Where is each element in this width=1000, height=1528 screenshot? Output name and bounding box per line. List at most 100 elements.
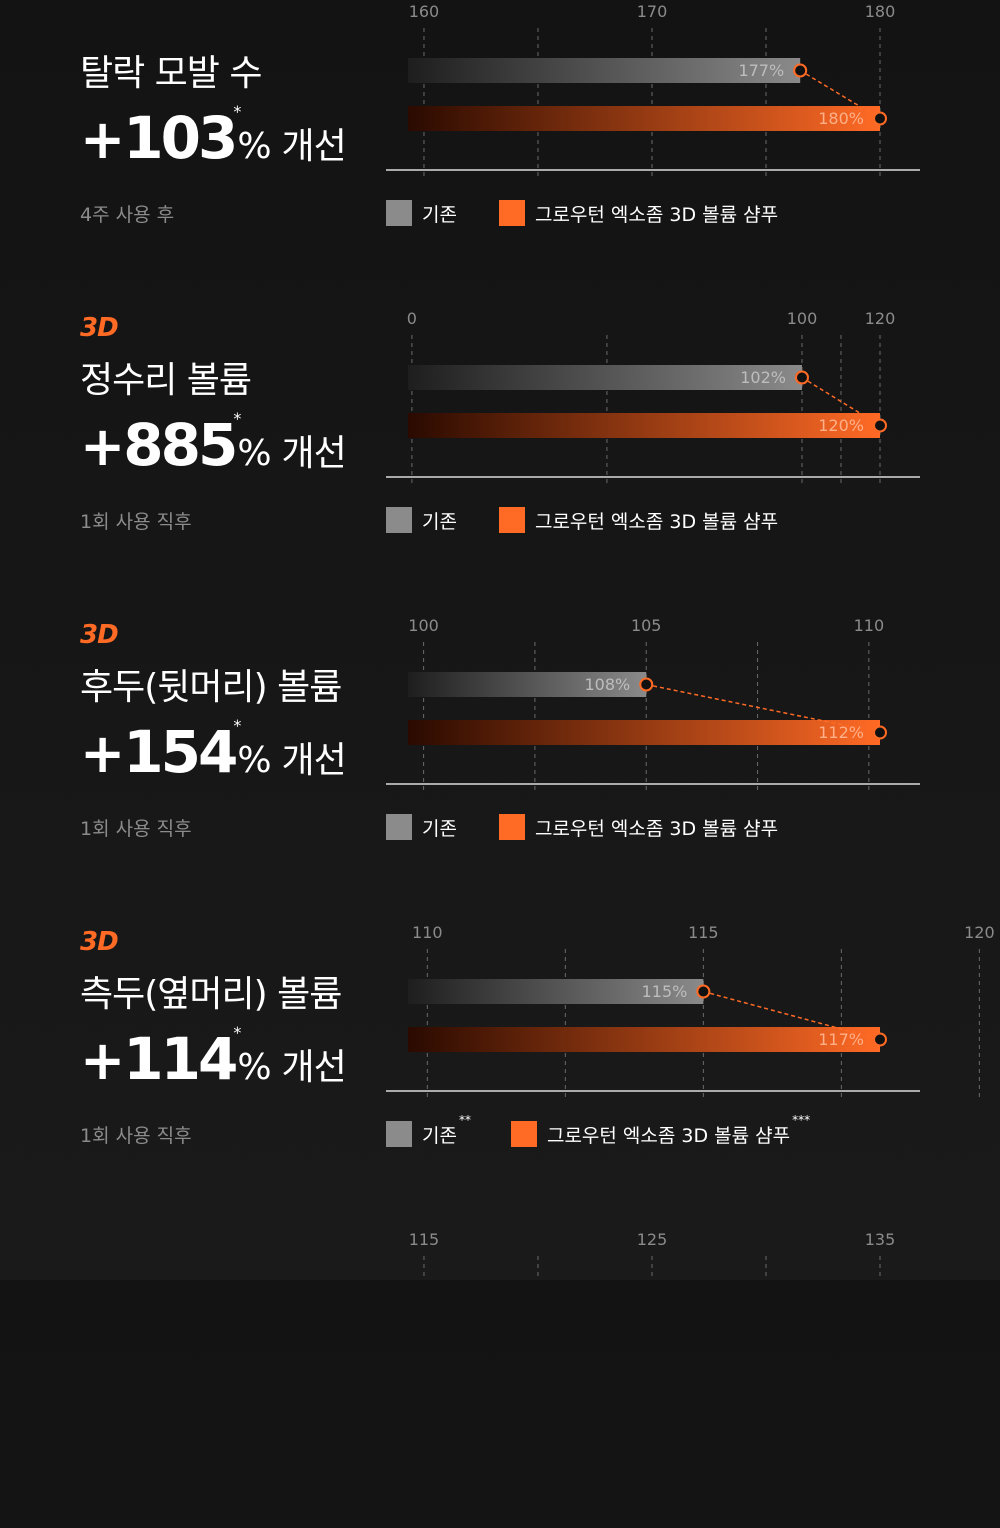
legend-swatch-product (498, 507, 525, 533)
legend-label-product: 그로우턴 엑소좀 3D 볼륨 샴푸 (534, 203, 779, 226)
legend-label-product: 그로우턴 엑소좀 3D 볼륨 샴푸 (534, 817, 779, 840)
connector-line (703, 990, 881, 1041)
legend-item-product: 그로우턴 엑소좀 3D 볼륨 샴푸*** (510, 1112, 811, 1148)
tick-label: 135 (865, 1230, 896, 1249)
measurement-period: 1회 사용 직후 (80, 511, 192, 533)
chart-legend: 기존 그로우턴 엑소좀 3D 볼륨 샴푸 (386, 507, 820, 533)
metric-section-partial: 115 125 135 (0, 1228, 1000, 1528)
plus-sign: + (80, 108, 125, 171)
comparison-bar-chart: 115 125 135 (409, 1230, 896, 1280)
improvement-value: 885 * (123, 409, 241, 479)
legend-label-product: 그로우턴 엑소좀 3D 볼륨 샴푸*** (546, 1112, 811, 1147)
chart-legend: 기존 그로우턴 엑소좀 3D 볼륨 샴푸 (386, 814, 820, 840)
percent-sign: % (237, 126, 272, 167)
footnote-mark: * (233, 409, 242, 428)
marker-product (873, 725, 887, 740)
accent-label: 3D (80, 620, 119, 650)
legend-label-baseline: 기존 (422, 817, 457, 840)
legend-item-baseline: 기존 (386, 507, 459, 534)
tick-label: 180 (865, 2, 896, 21)
marker-product (873, 1032, 887, 1047)
tick-label: 125 (637, 1230, 668, 1249)
legend-swatch-baseline (386, 507, 412, 533)
legend-label-product: 그로우턴 엑소좀 3D 볼륨 샴푸 (534, 510, 779, 533)
data-label-product: 180% (818, 109, 864, 128)
marker-baseline (794, 370, 809, 385)
metric-title: 측두(옆머리) 볼륨 (80, 974, 342, 1015)
chart-legend: 기존 그로우턴 엑소좀 3D 볼륨 샴푸 (386, 200, 820, 226)
marker-baseline (696, 984, 711, 999)
improvement-value: 114 * (123, 1023, 241, 1093)
marker-baseline (639, 677, 654, 692)
legend-swatch-product (498, 814, 525, 840)
improvement-figure: +103 *% 개선 (80, 102, 347, 172)
legend-item-product: 그로우턴 엑소좀 3D 볼륨 샴푸 (498, 507, 780, 534)
connector-line (799, 69, 881, 120)
chart-legend: 기존** 그로우턴 엑소좀 3D 볼륨 샴푸*** (386, 1112, 850, 1148)
data-label-product: 112% (818, 723, 864, 742)
bar-product (408, 413, 880, 438)
comparison-bar-chart: 160 170 180 177% 180% (386, 2, 920, 180)
tick-label: 110 (412, 923, 443, 942)
improvement-word: 개선 (281, 740, 347, 781)
tick-label: 160 (409, 2, 440, 21)
improvement-number: 114 (123, 1025, 238, 1093)
tick-label: 120 (865, 309, 896, 328)
bar-baseline (408, 979, 704, 1004)
comparison-bar-chart: 110 115 120 115% 117% (386, 923, 995, 1101)
footnote-mark: * (233, 716, 242, 735)
metric-section-side-volume: 3D 측두(옆머리) 볼륨 +114 *% 개선 1회 사용 직후 110 115 12… (0, 921, 1000, 1221)
legend-item-baseline: 기존 (386, 200, 459, 227)
tick-label: 100 (408, 616, 439, 635)
legend-swatch-baseline (386, 1121, 412, 1147)
improvement-word: 개선 (281, 1047, 347, 1088)
plus-sign: + (80, 722, 125, 785)
bar-baseline (408, 672, 647, 697)
data-label-baseline: 108% (584, 675, 630, 694)
legend-swatch-baseline (386, 814, 412, 840)
measurement-period: 1회 사용 직후 (80, 1125, 192, 1147)
improvement-value: 154 * (123, 716, 241, 786)
data-label-baseline: 177% (738, 61, 784, 80)
data-label-baseline: 102% (740, 368, 786, 387)
improvement-word: 개선 (281, 433, 347, 474)
legend-item-baseline: 기존** (386, 1112, 471, 1148)
legend-swatch-baseline (386, 200, 412, 226)
measurement-period: 4주 사용 후 (80, 204, 175, 226)
improvement-value: 103 * (123, 102, 241, 172)
footnote-mark: * (233, 102, 242, 121)
percent-sign: % (237, 740, 272, 781)
improvement-figure: +114 *% 개선 (80, 1023, 347, 1093)
legend-footnote-product: *** (792, 1112, 811, 1127)
legend-label-baseline: 기존** (422, 1112, 471, 1147)
legend-swatch-product (510, 1121, 537, 1147)
metric-title: 후두(뒷머리) 볼륨 (80, 667, 342, 708)
tick-label: 100 (787, 309, 818, 328)
legend-item-baseline: 기존 (386, 814, 459, 841)
metric-section-crown-volume: 3D 정수리 볼륨 +885 *% 개선 1회 사용 직후 0 100 120 102% 1… (0, 307, 1000, 607)
comparison-bar-chart: 100 105 110 108% 112% (386, 616, 920, 794)
bar-product (408, 1027, 880, 1052)
improvement-figure: +154 *% 개선 (80, 716, 347, 786)
metric-title: 정수리 볼륨 (80, 360, 252, 401)
tick-label: 115 (688, 923, 719, 942)
bar-product (408, 106, 880, 131)
tick-label: 0 (407, 309, 417, 328)
connector-line (801, 376, 881, 427)
footnote-mark: * (233, 1023, 242, 1042)
improvement-figure: +885 *% 개선 (80, 409, 347, 479)
data-label-product: 117% (818, 1030, 864, 1049)
measurement-period: 1회 사용 직후 (80, 818, 192, 840)
tick-label: 170 (637, 2, 668, 21)
tick-label: 110 (854, 616, 885, 635)
bar-baseline (408, 365, 802, 390)
legend-item-product: 그로우턴 엑소좀 3D 볼륨 샴푸 (498, 814, 780, 841)
accent-label: 3D (80, 927, 119, 957)
improvement-number: 885 (123, 411, 238, 479)
legend-footnote-baseline: ** (458, 1112, 471, 1127)
accent-label: 3D (80, 313, 119, 343)
percent-sign: % (237, 1047, 272, 1088)
plus-sign: + (80, 415, 125, 478)
tick-label: 115 (409, 1230, 440, 1249)
plus-sign: + (80, 1029, 125, 1092)
